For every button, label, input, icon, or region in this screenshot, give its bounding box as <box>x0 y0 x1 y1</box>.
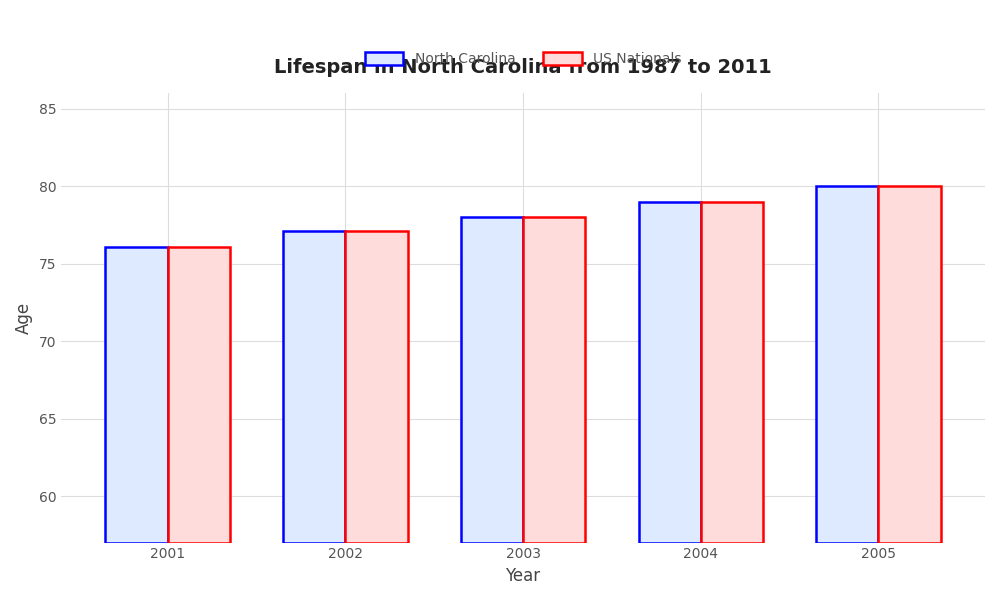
Bar <box>523 217 585 542</box>
Bar <box>816 187 878 542</box>
Y-axis label: Age: Age <box>15 302 33 334</box>
Legend: North Carolina, US Nationals: North Carolina, US Nationals <box>359 47 687 71</box>
Bar <box>105 247 168 542</box>
Bar <box>639 202 701 542</box>
Bar <box>461 217 523 542</box>
Title: Lifespan in North Carolina from 1987 to 2011: Lifespan in North Carolina from 1987 to … <box>274 58 772 77</box>
Bar <box>878 187 941 542</box>
Bar <box>345 232 408 542</box>
X-axis label: Year: Year <box>505 567 541 585</box>
Bar <box>168 247 230 542</box>
Bar <box>701 202 763 542</box>
Bar <box>283 232 345 542</box>
